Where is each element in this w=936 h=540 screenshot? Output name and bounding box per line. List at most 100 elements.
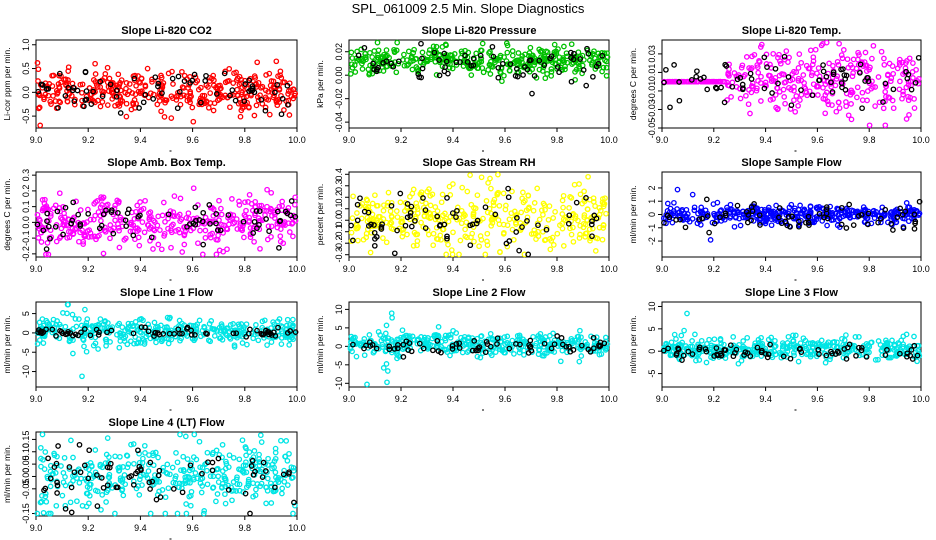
y-tick-label: 0.10	[21, 443, 31, 461]
data-point	[242, 462, 249, 469]
data-point	[52, 470, 59, 476]
data-point	[453, 59, 460, 66]
data-point	[496, 221, 503, 228]
data-point	[676, 356, 683, 363]
data-point	[557, 358, 564, 365]
data-point	[849, 64, 856, 71]
data-point	[354, 201, 361, 208]
y-tick-label: -5	[334, 361, 344, 369]
data-point	[84, 219, 90, 225]
data-point	[80, 241, 87, 247]
data-point	[73, 198, 79, 205]
data-point	[42, 493, 49, 500]
data-point	[65, 84, 72, 91]
y-tick-label: 0	[647, 212, 657, 217]
data-point	[399, 233, 406, 240]
data-point	[373, 345, 380, 352]
data-point	[130, 232, 137, 239]
data-point	[159, 90, 165, 96]
series-reference	[660, 341, 921, 363]
data-point	[367, 49, 373, 56]
data-point	[408, 223, 415, 230]
data-point	[211, 333, 218, 339]
data-point	[758, 41, 765, 48]
data-point	[434, 208, 441, 214]
data-point	[284, 482, 291, 488]
data-point	[352, 69, 359, 75]
data-point	[488, 185, 494, 192]
data-point	[515, 57, 522, 64]
data-point	[600, 222, 607, 228]
data-point	[290, 233, 296, 240]
data-point	[869, 78, 875, 85]
data-point	[260, 459, 267, 466]
data-point	[93, 236, 99, 243]
data-point	[518, 56, 525, 62]
x-tick-label: 9.6	[811, 264, 824, 274]
data-point	[704, 213, 711, 219]
data-point	[784, 222, 791, 229]
data-point	[430, 347, 436, 354]
data-point	[109, 96, 116, 102]
data-point	[902, 65, 909, 72]
x-tick-label: 9.6	[499, 264, 512, 274]
data-point	[106, 454, 112, 460]
data-point	[880, 105, 887, 112]
data-point	[146, 226, 153, 232]
x-tick-label: 9.2	[395, 394, 408, 404]
data-point	[71, 469, 78, 476]
data-point	[203, 72, 209, 79]
data-point	[225, 212, 232, 218]
data-point	[169, 75, 176, 82]
data-point	[82, 68, 89, 75]
data-point	[348, 222, 354, 229]
data-point	[155, 83, 161, 90]
x-tick-label: 9.6	[186, 523, 199, 533]
data-point	[673, 336, 679, 342]
data-point	[272, 484, 278, 491]
data-point	[884, 340, 890, 347]
data-point	[427, 341, 433, 348]
data-point	[157, 227, 163, 233]
data-point	[514, 215, 520, 221]
data-point	[599, 50, 605, 56]
y-axis-label: ml/min per min.	[628, 185, 638, 243]
data-point	[36, 319, 43, 326]
data-point	[209, 325, 215, 332]
y-tick-label: 0.01	[647, 64, 657, 82]
data-point	[566, 343, 572, 350]
data-point	[673, 350, 680, 357]
data-point	[281, 79, 288, 86]
data-point	[767, 97, 774, 103]
data-point	[288, 464, 295, 471]
data-point	[142, 83, 149, 90]
data-point	[112, 510, 118, 517]
x-tick-label: 9.4	[134, 135, 147, 145]
data-point	[844, 56, 851, 63]
data-point	[92, 340, 99, 347]
data-point	[393, 208, 400, 214]
data-point	[37, 222, 43, 229]
data-point	[814, 83, 820, 89]
data-point	[360, 342, 367, 349]
data-point	[894, 214, 901, 221]
data-point	[494, 341, 500, 347]
data-point	[81, 462, 88, 469]
data-point	[277, 217, 284, 224]
data-point	[62, 92, 69, 99]
data-point	[243, 459, 249, 466]
data-point	[242, 81, 249, 87]
data-point	[370, 349, 377, 356]
data-point	[128, 441, 134, 448]
data-point	[554, 230, 561, 237]
data-point	[68, 437, 74, 444]
y-tick-label: -0.05	[21, 479, 31, 500]
data-point	[500, 190, 507, 197]
data-point	[780, 86, 787, 93]
data-point	[66, 464, 73, 470]
data-point	[185, 210, 192, 217]
data-point	[155, 80, 162, 87]
data-point	[915, 54, 922, 61]
data-point	[783, 48, 790, 54]
data-point	[268, 223, 275, 230]
